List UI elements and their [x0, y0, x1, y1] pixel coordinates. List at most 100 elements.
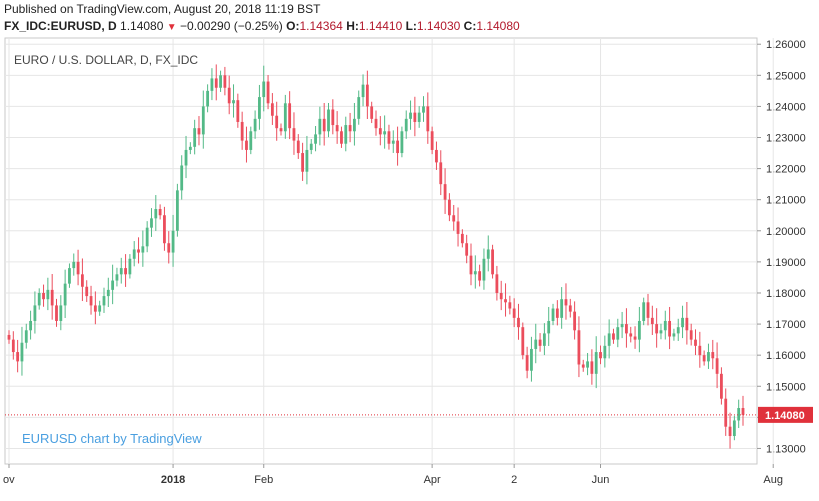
candle-body[interactable] [534, 339, 538, 349]
candle-body[interactable] [7, 334, 11, 340]
candle-body[interactable] [629, 333, 633, 337]
candle-body[interactable] [184, 149, 188, 166]
candle-body[interactable] [387, 131, 391, 144]
candle-body[interactable] [370, 106, 374, 119]
candle-body[interactable] [607, 333, 611, 346]
candle-body[interactable] [517, 317, 520, 328]
candle-body[interactable] [447, 199, 451, 216]
candle-body[interactable] [694, 339, 697, 346]
candle-body[interactable] [322, 118, 326, 132]
candle-body[interactable] [486, 249, 490, 259]
candle-body[interactable] [361, 84, 365, 98]
candle-body[interactable] [672, 333, 676, 337]
candle-body[interactable] [137, 249, 140, 253]
candle-body[interactable] [98, 305, 102, 312]
candle-body[interactable] [702, 355, 706, 362]
candle-body[interactable] [374, 118, 378, 129]
plot-area[interactable] [4, 37, 758, 465]
candle-body[interactable] [426, 106, 430, 132]
candle-body[interactable] [348, 125, 352, 132]
candle-body[interactable] [465, 243, 469, 256]
candle-body[interactable] [508, 302, 512, 309]
candle-body[interactable] [236, 100, 240, 122]
candle-body[interactable] [119, 268, 123, 275]
candle-body[interactable] [214, 78, 218, 88]
candle-body[interactable] [309, 143, 313, 150]
candle-body[interactable] [93, 305, 97, 312]
candle-body[interactable] [383, 131, 387, 135]
candle-body[interactable] [20, 342, 24, 362]
candle-body[interactable] [301, 153, 305, 172]
candle-body[interactable] [469, 255, 473, 275]
candle-body[interactable] [512, 308, 516, 318]
candle-body[interactable] [391, 140, 395, 144]
candle-body[interactable] [266, 81, 270, 104]
candle-body[interactable] [327, 109, 330, 132]
candle-body[interactable] [227, 87, 231, 104]
candle-body[interactable] [314, 134, 317, 144]
candle-body[interactable] [603, 345, 607, 359]
candle-body[interactable] [599, 352, 602, 359]
candle-body[interactable] [741, 408, 745, 415]
candle-body[interactable] [197, 128, 201, 135]
candle-body[interactable] [443, 184, 447, 200]
candle-body[interactable] [681, 317, 684, 328]
candle-body[interactable] [262, 81, 266, 98]
candle-body[interactable] [365, 84, 369, 107]
candle-body[interactable] [728, 426, 732, 437]
candle-body[interactable] [335, 125, 339, 132]
candle-body[interactable] [232, 100, 235, 104]
candle-body[interactable] [663, 320, 667, 331]
candle-body[interactable] [594, 352, 598, 374]
candle-body[interactable] [292, 128, 296, 141]
candle-body[interactable] [331, 109, 335, 126]
candle-body[interactable] [633, 336, 637, 340]
candle-body[interactable] [521, 327, 525, 356]
candle-body[interactable] [141, 246, 145, 253]
candle-body[interactable] [439, 162, 443, 185]
candle-body[interactable] [685, 317, 689, 331]
candle-body[interactable] [404, 118, 408, 132]
candle-body[interactable] [577, 330, 581, 365]
candle-body[interactable] [720, 373, 723, 399]
candle-body[interactable] [625, 324, 628, 334]
candle-body[interactable] [63, 283, 67, 306]
candle-body[interactable] [504, 299, 507, 303]
candle-body[interactable] [737, 408, 741, 421]
candle-body[interactable] [650, 317, 654, 325]
candle-body[interactable] [698, 345, 702, 356]
candle-body[interactable] [430, 131, 434, 150]
candle-body[interactable] [106, 289, 110, 297]
candle-body[interactable] [171, 230, 175, 253]
candle-body[interactable] [102, 296, 106, 306]
candle-body[interactable] [219, 75, 222, 88]
candle-body[interactable] [42, 292, 45, 300]
candle-body[interactable] [270, 103, 274, 116]
candle-body[interactable] [33, 305, 37, 321]
candle-body[interactable] [154, 209, 158, 219]
candle-body[interactable] [223, 75, 227, 88]
candle-body[interactable] [732, 420, 736, 437]
candle-body[interactable] [89, 296, 93, 306]
candle-body[interactable] [29, 320, 32, 331]
candle-body[interactable] [586, 361, 589, 368]
candle-body[interactable] [460, 233, 464, 244]
candle-body[interactable] [456, 221, 460, 234]
candle-body[interactable] [555, 308, 559, 318]
candle-body[interactable] [478, 271, 482, 281]
candle-body[interactable] [11, 339, 15, 353]
candle-body[interactable] [344, 125, 348, 144]
candle-body[interactable] [400, 131, 404, 154]
candle-body[interactable] [76, 261, 80, 275]
candle-body[interactable] [525, 355, 529, 371]
candle-body[interactable] [676, 327, 680, 334]
candle-body[interactable] [357, 97, 361, 119]
candle-body[interactable] [551, 308, 555, 321]
candle-body[interactable] [163, 215, 166, 244]
candle-body[interactable] [482, 258, 486, 281]
candle-body[interactable] [275, 115, 279, 129]
candle-body[interactable] [206, 90, 210, 107]
candle-body[interactable] [80, 274, 84, 287]
candle-body[interactable] [245, 140, 248, 150]
